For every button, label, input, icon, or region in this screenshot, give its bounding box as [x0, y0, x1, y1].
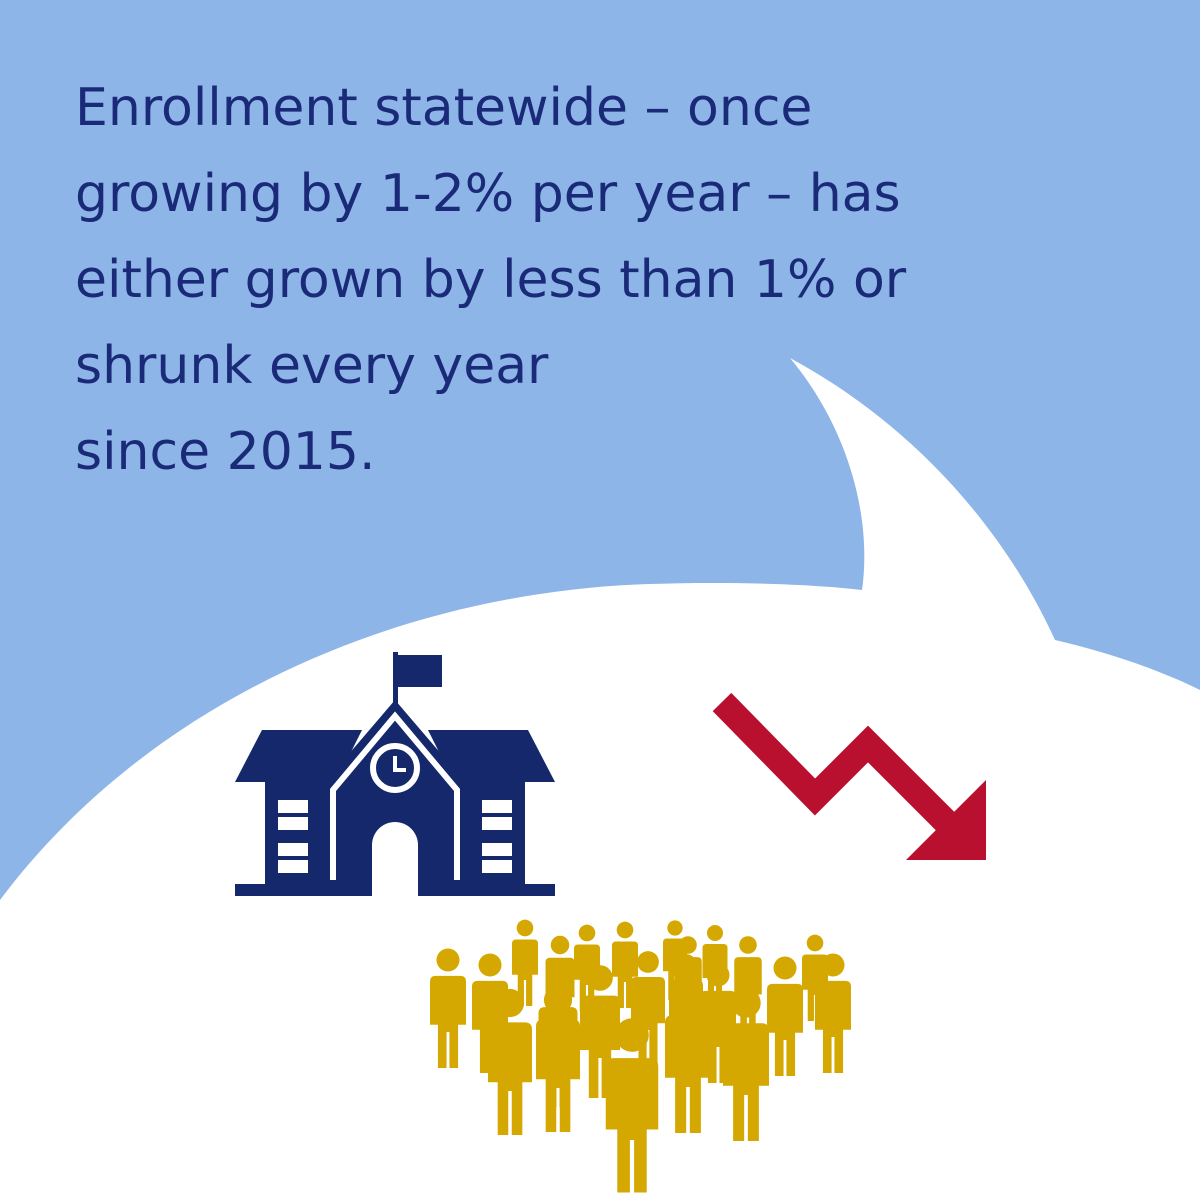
person-head — [673, 980, 703, 1010]
person-head — [550, 935, 570, 955]
clock — [370, 743, 420, 793]
person-body — [574, 944, 600, 1011]
person-head — [821, 953, 845, 977]
person-head — [543, 985, 573, 1015]
people-icon — [430, 919, 851, 1193]
person-body — [488, 1022, 532, 1135]
gable-outline — [330, 711, 460, 880]
person-head — [516, 919, 534, 937]
person-body — [815, 980, 851, 1073]
person-head — [615, 1018, 649, 1052]
person-head — [616, 921, 634, 939]
headline: Enrollment statewide – once growing by 1-… — [75, 78, 907, 482]
person-head — [495, 988, 525, 1018]
person-head — [667, 920, 683, 936]
person — [488, 988, 532, 1135]
person-body — [430, 975, 466, 1068]
person-head — [707, 925, 723, 941]
roof-right — [428, 730, 555, 782]
person — [536, 985, 580, 1132]
person-head — [436, 948, 460, 972]
person-body — [605, 1058, 659, 1193]
person — [574, 924, 600, 1011]
person — [665, 980, 711, 1133]
headline-line: either grown by less than 1% or — [75, 250, 907, 310]
person — [512, 919, 538, 1006]
person-head — [731, 988, 761, 1018]
person-head — [739, 936, 757, 954]
headline-line: growing by 1-2% per year – has — [75, 164, 901, 224]
person-head — [478, 953, 502, 977]
person-head — [773, 956, 797, 980]
headline-line: shrunk every year — [75, 336, 549, 396]
arrow-head — [906, 780, 986, 860]
person-head — [587, 965, 613, 991]
person — [430, 948, 466, 1068]
clock-hands — [393, 756, 406, 772]
decline-arrow — [712, 692, 986, 860]
person-head — [806, 934, 824, 952]
roof-left — [235, 730, 362, 782]
person — [767, 956, 803, 1076]
headline-line: since 2015. — [75, 422, 375, 482]
flag — [398, 655, 442, 687]
person-head — [706, 963, 730, 987]
arrow-line — [712, 692, 958, 834]
person — [815, 953, 851, 1073]
school-icon — [235, 652, 555, 896]
flag-pole — [393, 652, 398, 704]
person — [605, 1018, 659, 1193]
person — [723, 988, 769, 1141]
person-head — [675, 954, 697, 976]
person-head — [578, 924, 596, 942]
person-body — [723, 1023, 769, 1141]
speech-bubble — [0, 358, 1200, 1200]
headline-line: Enrollment statewide – once — [75, 78, 812, 138]
person-body — [536, 1019, 580, 1132]
door — [372, 822, 418, 896]
person-head — [637, 951, 659, 973]
person-body — [767, 983, 803, 1076]
person-body — [512, 939, 538, 1006]
person-body — [665, 1015, 711, 1133]
person-head — [679, 936, 697, 954]
